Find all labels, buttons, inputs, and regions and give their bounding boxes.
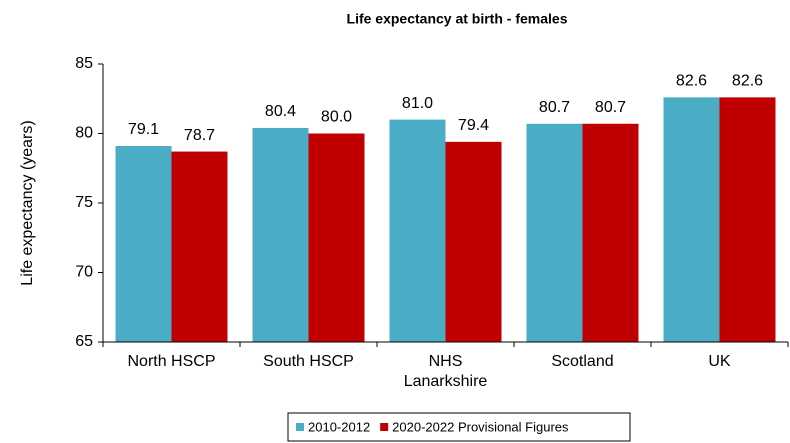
x-tick-label: North HSCP [127,353,215,370]
bar [171,151,228,342]
y-tick-label: 75 [75,194,93,211]
y-tick-label: 70 [75,264,93,281]
value-label: 80.7 [539,99,570,116]
value-label: 79.4 [458,117,489,134]
bar [115,146,172,342]
y-axis-label: Life expectancy (years) [19,120,36,285]
x-tick-label: NHS Lanarkshire [404,353,488,390]
value-label: 81.0 [402,95,433,112]
bar [719,97,776,342]
y-tick-label: 65 [75,333,93,350]
legend-label: 2010-2012 [308,419,370,434]
legend-swatch [296,423,304,431]
x-tick-label: UK [708,353,731,370]
bar [526,123,583,343]
y-tick-label: 80 [75,125,93,142]
y-tick-label: 85 [75,55,93,72]
value-label: 79.1 [128,121,159,138]
value-label: 78.7 [184,127,215,144]
value-label: 80.0 [321,109,352,126]
bar [663,97,720,342]
value-label: 82.6 [732,73,763,90]
bar [252,127,309,342]
bar [582,123,639,343]
x-tick-label: South HSCP [263,353,354,370]
bar [445,141,502,342]
bar [308,133,365,342]
chart-title: Life expectancy at birth - females [347,11,568,27]
bar [389,119,446,342]
x-tick-label: Scotland [551,353,613,370]
value-label: 80.7 [595,99,626,116]
value-label: 82.6 [676,73,707,90]
legend-label: 2020-2022 Provisional Figures [392,419,569,434]
legend-box [287,412,631,442]
value-label: 80.4 [265,103,296,120]
legend-swatch [380,423,389,431]
